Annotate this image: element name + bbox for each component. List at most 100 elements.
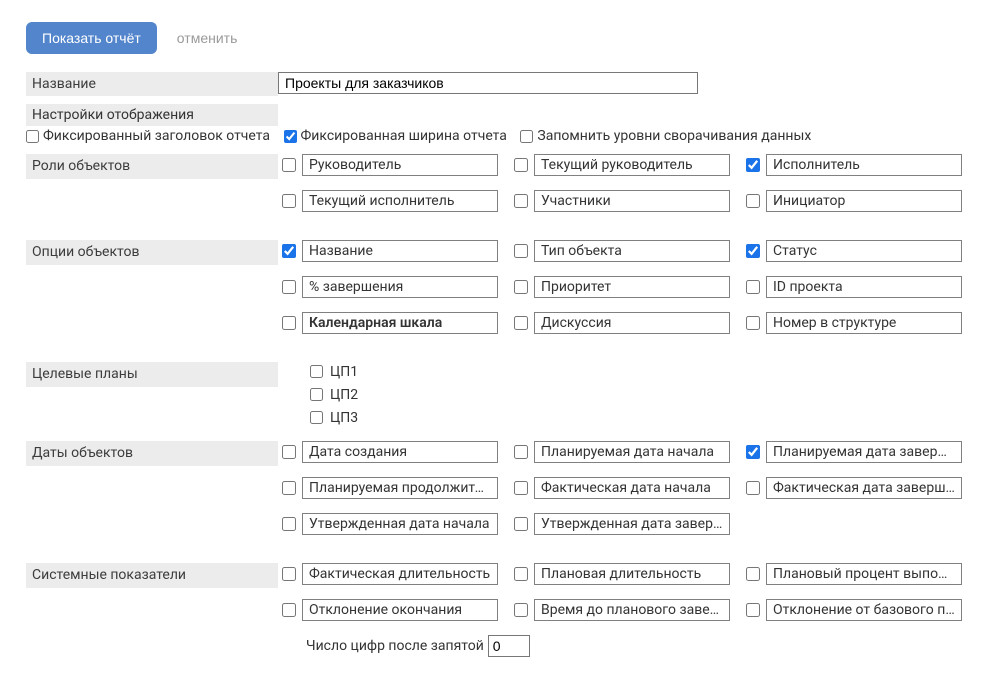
role-field[interactable]: Текущий исполнитель <box>302 190 498 212</box>
option-checkbox[interactable] <box>282 244 296 258</box>
decimals-row: Число цифр после запятой <box>282 635 972 657</box>
role-checkbox[interactable] <box>746 158 760 172</box>
system-field[interactable]: Отклонение от базового плана <box>766 599 962 621</box>
option-option: Дискуссия <box>514 312 730 334</box>
date-checkbox[interactable] <box>282 481 296 495</box>
role-checkbox[interactable] <box>282 158 296 172</box>
role-checkbox[interactable] <box>514 194 528 208</box>
date-option: Планируемая дата заверш… <box>746 441 962 463</box>
date-checkbox[interactable] <box>746 445 760 459</box>
system-checkbox[interactable] <box>282 603 296 617</box>
system-option: Время до планового заверше… <box>514 599 730 621</box>
role-option: Исполнитель <box>746 154 962 176</box>
fixed-width-option[interactable]: Фиксированная ширина отчета <box>284 128 507 144</box>
fixed-header-option[interactable]: Фиксированный заголовок отчета <box>26 128 270 144</box>
system-field[interactable]: Плановая длительность <box>534 563 730 585</box>
remember-collapse-option[interactable]: Запомнить уровни сворачивания данных <box>520 128 811 144</box>
system-field[interactable]: Отклонение окончания <box>302 599 498 621</box>
system-checkbox[interactable] <box>514 567 528 581</box>
fixed-width-label: Фиксированная ширина отчета <box>301 128 507 144</box>
option-option: Тип объекта <box>514 240 730 262</box>
role-checkbox[interactable] <box>282 194 296 208</box>
fixed-header-checkbox[interactable] <box>26 130 39 143</box>
date-field[interactable]: Фактическая дата начала <box>534 477 730 499</box>
system-field[interactable]: Время до планового заверше… <box>534 599 730 621</box>
option-field[interactable]: Календарная шкала <box>302 312 498 334</box>
option-field[interactable]: Номер в структуре <box>766 312 962 334</box>
option-field[interactable]: % завершения <box>302 276 498 298</box>
option-field[interactable]: Приоритет <box>534 276 730 298</box>
date-option: Планируемая продолжительн… <box>282 477 498 499</box>
dates-row: Даты объектов Дата создания Планируемая д… <box>26 441 972 535</box>
system-checkbox[interactable] <box>282 567 296 581</box>
system-grid: Фактическая длительность Плановая длитель… <box>282 563 972 621</box>
fixed-width-checkbox[interactable] <box>284 130 297 143</box>
decimals-label: Число цифр после запятой <box>306 638 484 654</box>
dates-label: Даты объектов <box>26 441 278 465</box>
date-field[interactable]: Фактическая дата завершения <box>766 477 962 499</box>
option-field[interactable]: ID проекта <box>766 276 962 298</box>
roles-grid: Руководитель Текущий руководитель Исполнит… <box>282 154 972 212</box>
role-field[interactable]: Текущий руководитель <box>534 154 730 176</box>
role-checkbox[interactable] <box>746 194 760 208</box>
option-checkbox[interactable] <box>282 280 296 294</box>
system-option: Отклонение окончания <box>282 599 498 621</box>
option-checkbox[interactable] <box>746 316 760 330</box>
option-checkbox[interactable] <box>514 244 528 258</box>
date-checkbox[interactable] <box>514 445 528 459</box>
date-checkbox[interactable] <box>514 481 528 495</box>
option-field[interactable]: Название <box>302 240 498 262</box>
options-row: Опции объектов НазваниеТип объектаСтатус… <box>26 240 972 334</box>
role-checkbox[interactable] <box>514 158 528 172</box>
role-field[interactable]: Исполнитель <box>766 154 962 176</box>
date-checkbox[interactable] <box>282 445 296 459</box>
date-checkbox[interactable] <box>746 481 760 495</box>
date-field[interactable]: Планируемая дата начала <box>534 441 730 463</box>
show-report-button[interactable]: Показать отчёт <box>26 22 157 54</box>
target-plan-label: ЦП3 <box>330 410 358 426</box>
decimals-input[interactable] <box>488 635 530 657</box>
role-field[interactable]: Участники <box>534 190 730 212</box>
target-plan-checkbox[interactable] <box>310 365 323 378</box>
system-field[interactable]: Плановый процент выполнен… <box>766 563 962 585</box>
target-plan-option[interactable]: ЦП3 <box>306 408 972 427</box>
role-field[interactable]: Руководитель <box>302 154 498 176</box>
system-field[interactable]: Фактическая длительность <box>302 563 498 585</box>
system-checkbox[interactable] <box>746 567 760 581</box>
display-settings-label: Настройки отображения <box>26 104 278 126</box>
date-field[interactable]: Планируемая дата заверш… <box>766 441 962 463</box>
option-field[interactable]: Тип объекта <box>534 240 730 262</box>
date-field[interactable]: Утвержденная дата заверше… <box>534 513 730 535</box>
date-checkbox[interactable] <box>282 517 296 531</box>
fixed-header-label: Фиксированный заголовок отчета <box>43 128 270 144</box>
date-field[interactable]: Дата создания <box>302 441 498 463</box>
role-option: Участники <box>514 190 730 212</box>
role-field[interactable]: Инициатор <box>766 190 962 212</box>
target-plans-row: Целевые планы ЦП1ЦП2ЦП3 <box>26 362 972 427</box>
option-field[interactable]: Статус <box>766 240 962 262</box>
option-option: Название <box>282 240 498 262</box>
option-option: Статус <box>746 240 962 262</box>
date-field[interactable]: Утвержденная дата начала <box>302 513 498 535</box>
remember-collapse-checkbox[interactable] <box>520 130 533 143</box>
option-checkbox[interactable] <box>514 280 528 294</box>
name-input[interactable] <box>278 72 698 94</box>
date-field[interactable]: Планируемая продолжительн… <box>302 477 498 499</box>
cancel-button[interactable]: отменить <box>177 30 238 46</box>
option-checkbox[interactable] <box>746 244 760 258</box>
target-plan-checkbox[interactable] <box>310 388 323 401</box>
target-plans-list: ЦП1 ЦП2 ЦП3 <box>282 362 972 427</box>
target-plan-option[interactable]: ЦП2 <box>306 385 972 404</box>
system-option: Плановый процент выполнен… <box>746 563 962 585</box>
name-row: Название <box>26 72 972 96</box>
system-checkbox[interactable] <box>514 603 528 617</box>
option-checkbox[interactable] <box>282 316 296 330</box>
system-checkbox[interactable] <box>746 603 760 617</box>
option-field[interactable]: Дискуссия <box>534 312 730 334</box>
date-checkbox[interactable] <box>514 517 528 531</box>
option-checkbox[interactable] <box>514 316 528 330</box>
option-checkbox[interactable] <box>746 280 760 294</box>
display-settings: Настройки отображения Фиксированный заго… <box>26 104 972 144</box>
target-plan-option[interactable]: ЦП1 <box>306 362 972 381</box>
target-plan-checkbox[interactable] <box>310 411 323 424</box>
